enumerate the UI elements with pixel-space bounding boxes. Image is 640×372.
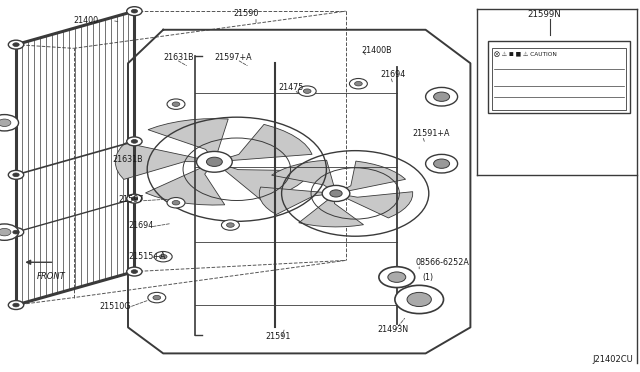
Circle shape xyxy=(434,92,449,101)
Circle shape xyxy=(127,194,142,203)
Circle shape xyxy=(131,270,138,273)
Circle shape xyxy=(154,251,172,262)
Circle shape xyxy=(388,272,406,282)
Circle shape xyxy=(13,230,19,234)
Circle shape xyxy=(330,190,342,197)
Circle shape xyxy=(8,301,24,310)
Text: 21400: 21400 xyxy=(74,16,99,25)
Polygon shape xyxy=(115,143,214,179)
Polygon shape xyxy=(148,119,228,162)
Circle shape xyxy=(13,303,19,307)
Text: 21631B: 21631B xyxy=(163,53,194,62)
Circle shape xyxy=(0,224,19,240)
Circle shape xyxy=(349,78,367,89)
Circle shape xyxy=(172,102,180,106)
Polygon shape xyxy=(214,124,312,162)
Circle shape xyxy=(159,254,167,259)
Polygon shape xyxy=(214,162,312,200)
Circle shape xyxy=(127,7,142,16)
Text: FRONT: FRONT xyxy=(37,272,65,280)
Circle shape xyxy=(221,220,239,230)
Text: 21591: 21591 xyxy=(266,332,291,341)
Text: 21510G: 21510G xyxy=(99,302,131,311)
Circle shape xyxy=(426,87,458,106)
Text: 21694: 21694 xyxy=(128,221,153,230)
Text: 21631B: 21631B xyxy=(112,155,143,164)
Circle shape xyxy=(148,292,166,303)
Circle shape xyxy=(355,81,362,86)
Circle shape xyxy=(127,267,142,276)
Circle shape xyxy=(395,285,444,314)
Circle shape xyxy=(207,157,222,166)
Circle shape xyxy=(379,267,415,288)
Circle shape xyxy=(167,99,185,109)
Polygon shape xyxy=(336,161,406,193)
Circle shape xyxy=(426,154,458,173)
Polygon shape xyxy=(145,162,225,205)
Text: 21515+A: 21515+A xyxy=(128,252,166,261)
Polygon shape xyxy=(271,160,336,193)
Circle shape xyxy=(8,170,24,179)
Circle shape xyxy=(0,115,19,131)
Text: 21493N: 21493N xyxy=(378,325,409,334)
Circle shape xyxy=(322,185,350,202)
Text: 21597: 21597 xyxy=(118,195,144,203)
Text: 21400B: 21400B xyxy=(362,46,392,55)
Circle shape xyxy=(196,151,232,172)
Circle shape xyxy=(167,198,185,208)
Bar xyxy=(492,48,626,110)
Circle shape xyxy=(131,140,138,143)
Text: 21599N: 21599N xyxy=(527,10,561,19)
Circle shape xyxy=(0,119,11,126)
Circle shape xyxy=(131,9,138,13)
Text: 21475: 21475 xyxy=(278,83,304,92)
Circle shape xyxy=(131,197,138,201)
Circle shape xyxy=(8,228,24,237)
Circle shape xyxy=(127,137,142,146)
Circle shape xyxy=(13,43,19,46)
Circle shape xyxy=(227,223,234,227)
Text: 08566-6252A: 08566-6252A xyxy=(416,258,470,267)
Circle shape xyxy=(434,159,449,168)
Circle shape xyxy=(8,40,24,49)
Text: ⨂ ⚠ ◼ ■ ⚠ CAUTION: ⨂ ⚠ ◼ ■ ⚠ CAUTION xyxy=(494,51,557,57)
Circle shape xyxy=(303,89,311,93)
Circle shape xyxy=(153,295,161,300)
Text: J21402CU: J21402CU xyxy=(593,355,634,364)
Circle shape xyxy=(298,86,316,96)
Polygon shape xyxy=(299,193,364,227)
Text: 21590: 21590 xyxy=(234,9,259,17)
Circle shape xyxy=(172,201,180,205)
Circle shape xyxy=(0,228,11,236)
Text: 21591+A: 21591+A xyxy=(413,129,451,138)
Circle shape xyxy=(407,292,431,307)
Bar xyxy=(488,41,630,113)
Circle shape xyxy=(13,173,19,177)
Text: 21694: 21694 xyxy=(381,70,406,79)
Text: (1): (1) xyxy=(422,273,433,282)
Polygon shape xyxy=(336,192,413,218)
Text: 21597+A: 21597+A xyxy=(214,53,252,62)
Polygon shape xyxy=(259,187,336,215)
